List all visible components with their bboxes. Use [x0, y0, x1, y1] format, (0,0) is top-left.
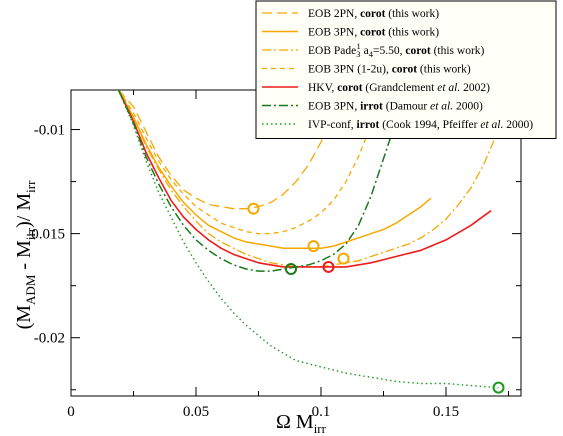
legend-text-part: EOB 3PN,	[308, 27, 360, 39]
legend-text-part: 2000)	[453, 101, 483, 113]
legend-text-bold: corot	[337, 82, 363, 94]
legend-text-part: =5.50,	[373, 45, 405, 57]
x-axis-title-sub: irr	[314, 421, 327, 436]
legend-text-bold: corot	[392, 64, 418, 76]
series-marker-5	[322, 260, 335, 273]
legend-text-part: 2002)	[460, 82, 490, 94]
y-tick-label: -0.02	[34, 331, 65, 347]
series-line-6	[117, 90, 410, 272]
legend-text-bold: corot	[360, 27, 386, 39]
legend-text-sub: 3	[356, 49, 360, 59]
legend: EOB 2PN, corot (this work)EOB 3PN, corot…	[255, 0, 557, 139]
legend-text-part: (this work)	[385, 8, 439, 20]
legend-text-italic: et al.	[430, 101, 453, 113]
series-marker-7	[492, 381, 505, 394]
legend-text-part: IVP-conf,	[308, 119, 357, 131]
legend-text-bold: irrot	[357, 119, 380, 131]
y-tick-label: -0.015	[26, 227, 65, 243]
legend-text-part: (Grandclement	[363, 82, 438, 94]
legend-text-italic: et al.	[437, 82, 460, 94]
marker-layer	[247, 202, 505, 394]
legend-text-bold: irrot	[360, 101, 383, 113]
legend-label-3: EOB Pade31 a4=5.50, corot (this work)	[308, 41, 485, 59]
legend-text-part: HKV,	[308, 82, 337, 94]
y-axis-title-sub: irr	[23, 180, 38, 193]
legend-text-part: 2000)	[503, 119, 533, 131]
series-line-1	[118, 90, 347, 210]
x-axis-title-main: Ω M	[276, 411, 314, 433]
legend-text-part: EOB 3PN,	[308, 101, 360, 113]
x-tick-label: 0.15	[433, 404, 459, 420]
legend-text-part: (this work)	[431, 45, 485, 57]
legend-text-part: EOB 2PN,	[308, 8, 360, 20]
legend-text-bold: corot	[405, 45, 431, 57]
legend-text-part: (this work)	[417, 64, 471, 76]
x-axis-title: Ω Mirr	[276, 411, 327, 436]
legend-text-bold: corot	[360, 8, 386, 20]
y-axis-title-part: )/ M	[13, 193, 35, 228]
plot-frame	[70, 89, 522, 397]
legend-label-6: EOB 3PN, irrot (Damour et al. 2000)	[308, 101, 483, 113]
x-tick-label: 0.1	[312, 404, 331, 420]
legend-text-part: (this work)	[385, 27, 439, 39]
y-tick-label: -0.01	[34, 123, 65, 139]
legend-label-2: EOB 3PN, corot (this work)	[308, 27, 439, 39]
x-tick-label: 0	[67, 404, 75, 420]
legend-label-7: IVP-conf, irrot (Cook 1994, Pfeiffer et …	[308, 119, 533, 131]
series-marker-1	[247, 202, 260, 215]
legend-text-part: a	[361, 45, 369, 57]
legend-text-part: EOB Pade	[308, 45, 356, 57]
axes-layer: 0 0.05 0.1 0.15-0.01-0.015-0.02Ω Mirr(MADM …	[13, 90, 521, 436]
series-line-5	[117, 90, 492, 268]
legend-label-5: HKV, corot (Grandclement et al. 2002)	[308, 82, 490, 94]
y-axis-title-sub: irr	[23, 227, 38, 240]
x-tick-label: 0.05	[183, 404, 209, 420]
legend-box	[255, 0, 557, 139]
y-axis-title-part: (M	[13, 305, 35, 330]
legend-text-italic: et al.	[480, 119, 503, 131]
series-marker-2	[307, 240, 320, 253]
legend-label-1: EOB 2PN, corot (this work)	[308, 8, 439, 20]
legend-text-sup: 1	[356, 41, 360, 51]
series-line-7	[117, 90, 499, 389]
series-layer	[117, 90, 502, 389]
y-axis-title: (MADM - Mirr)/ Mirr	[13, 180, 38, 329]
legend-text-part: EOB 3PN (1-2u),	[308, 64, 392, 76]
legend-text-sub: 4	[369, 49, 374, 59]
series-line-4	[117, 90, 385, 235]
series-marker-6	[285, 263, 297, 276]
y-axis-title-sub: ADM	[23, 274, 38, 305]
legend-label-4: EOB 3PN (1-2u), corot (this work)	[308, 64, 471, 76]
legend-text-part: (Cook 1994, Pfeiffer	[379, 119, 480, 131]
series-marker-3	[337, 252, 350, 265]
series-line-2	[117, 90, 432, 249]
legend-text-part: (Damour	[383, 101, 430, 113]
y-axis-title-part: - M	[13, 240, 35, 275]
